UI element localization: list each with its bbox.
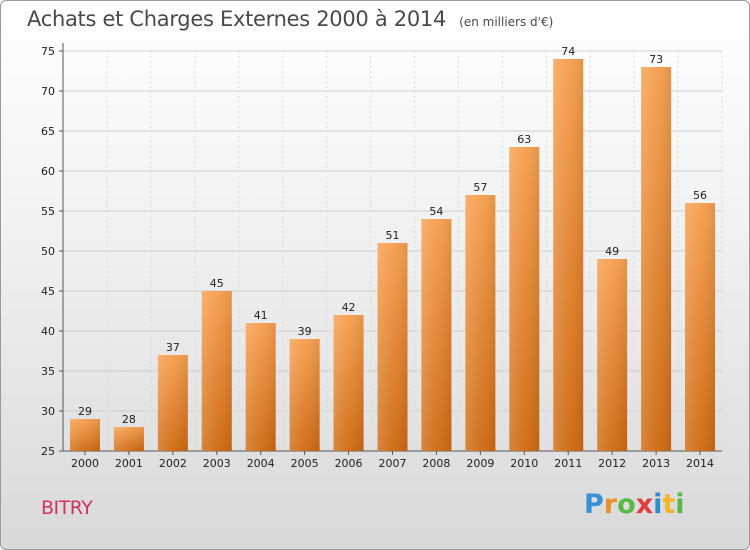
bar-shine <box>685 203 716 451</box>
logo-letter: i <box>675 489 685 520</box>
y-tick-label: 65 <box>41 125 55 138</box>
x-tick-label: 2009 <box>466 457 494 470</box>
axis-layer: 25 30 35 40 45 50 55 60 65 70 75 2000 2001 2002 2003 20… <box>41 43 722 470</box>
x-tick-label: 2007 <box>379 457 407 470</box>
logo-letter: P <box>584 489 604 520</box>
commune-name: BITRY <box>41 497 93 519</box>
data-label: 37 <box>166 341 180 354</box>
bar-shine <box>465 195 496 451</box>
bar-shine <box>289 339 320 451</box>
x-tick-label: 2012 <box>598 457 626 470</box>
logo-letter: r <box>603 489 618 520</box>
x-tick-label: 2003 <box>203 457 231 470</box>
chart-title-main: Achats et Charges Externes 2000 à 2014 <box>27 7 447 31</box>
bar-shine <box>201 291 232 451</box>
chart-title: Achats et Charges Externes 2000 à 2014 (… <box>27 7 553 31</box>
data-label: 56 <box>693 189 707 202</box>
label-layer: 29 28 37 45 41 39 42 51 54 57 63 74 49 73 56 <box>78 45 707 426</box>
bar-shine <box>157 355 188 451</box>
x-tick-label: 2008 <box>422 457 450 470</box>
y-tick-label: 70 <box>41 85 55 98</box>
logo-letter: i <box>653 489 663 520</box>
bar-shine <box>597 259 628 451</box>
x-tick-label: 2014 <box>686 457 714 470</box>
bar-shine <box>69 419 100 451</box>
x-tick-label: 2011 <box>554 457 582 470</box>
data-label: 63 <box>517 133 531 146</box>
data-label: 42 <box>342 301 356 314</box>
x-tick-label: 2013 <box>642 457 670 470</box>
data-label: 57 <box>473 181 487 194</box>
y-tick-label: 60 <box>41 165 55 178</box>
chart-title-unit: (en milliers d'€) <box>459 15 554 29</box>
y-tick-label: 40 <box>41 325 55 338</box>
data-label: 51 <box>386 229 400 242</box>
logo-letter: o <box>617 489 636 520</box>
logo-letter: x <box>635 489 654 520</box>
x-tick-label: 2006 <box>335 457 363 470</box>
bar-shine <box>641 67 672 451</box>
data-label: 45 <box>210 277 224 290</box>
bar-shine <box>509 147 540 451</box>
bar-layer <box>69 59 716 451</box>
x-tick-label: 2004 <box>247 457 275 470</box>
data-label: 41 <box>254 309 268 322</box>
y-tick-label: 25 <box>41 445 55 458</box>
y-tick-label: 35 <box>41 365 55 378</box>
data-label: 74 <box>561 45 575 58</box>
x-tick-label: 2010 <box>510 457 538 470</box>
data-label: 28 <box>122 413 136 426</box>
x-tick-label: 2001 <box>115 457 143 470</box>
x-tick-label: 2002 <box>159 457 187 470</box>
bar-shine <box>421 219 452 451</box>
data-label: 39 <box>298 325 312 338</box>
y-tick-label: 45 <box>41 285 55 298</box>
bar-shine <box>333 315 364 451</box>
y-tick-label: 30 <box>41 405 55 418</box>
logo-letter: t <box>662 489 676 520</box>
x-tick-label: 2000 <box>71 457 99 470</box>
bar-shine <box>113 427 144 451</box>
bar-shine <box>377 243 408 451</box>
data-label: 73 <box>649 53 663 66</box>
y-tick-label: 50 <box>41 245 55 258</box>
y-tick-label: 55 <box>41 205 55 218</box>
bar-shine <box>553 59 584 451</box>
x-tick-label: 2005 <box>291 457 319 470</box>
bar-shine <box>245 323 276 451</box>
data-label: 29 <box>78 405 92 418</box>
y-tick-label: 75 <box>41 45 55 58</box>
proxiti-logo[interactable]: Proxiti <box>584 489 685 520</box>
data-label: 49 <box>605 245 619 258</box>
data-label: 54 <box>429 205 443 218</box>
